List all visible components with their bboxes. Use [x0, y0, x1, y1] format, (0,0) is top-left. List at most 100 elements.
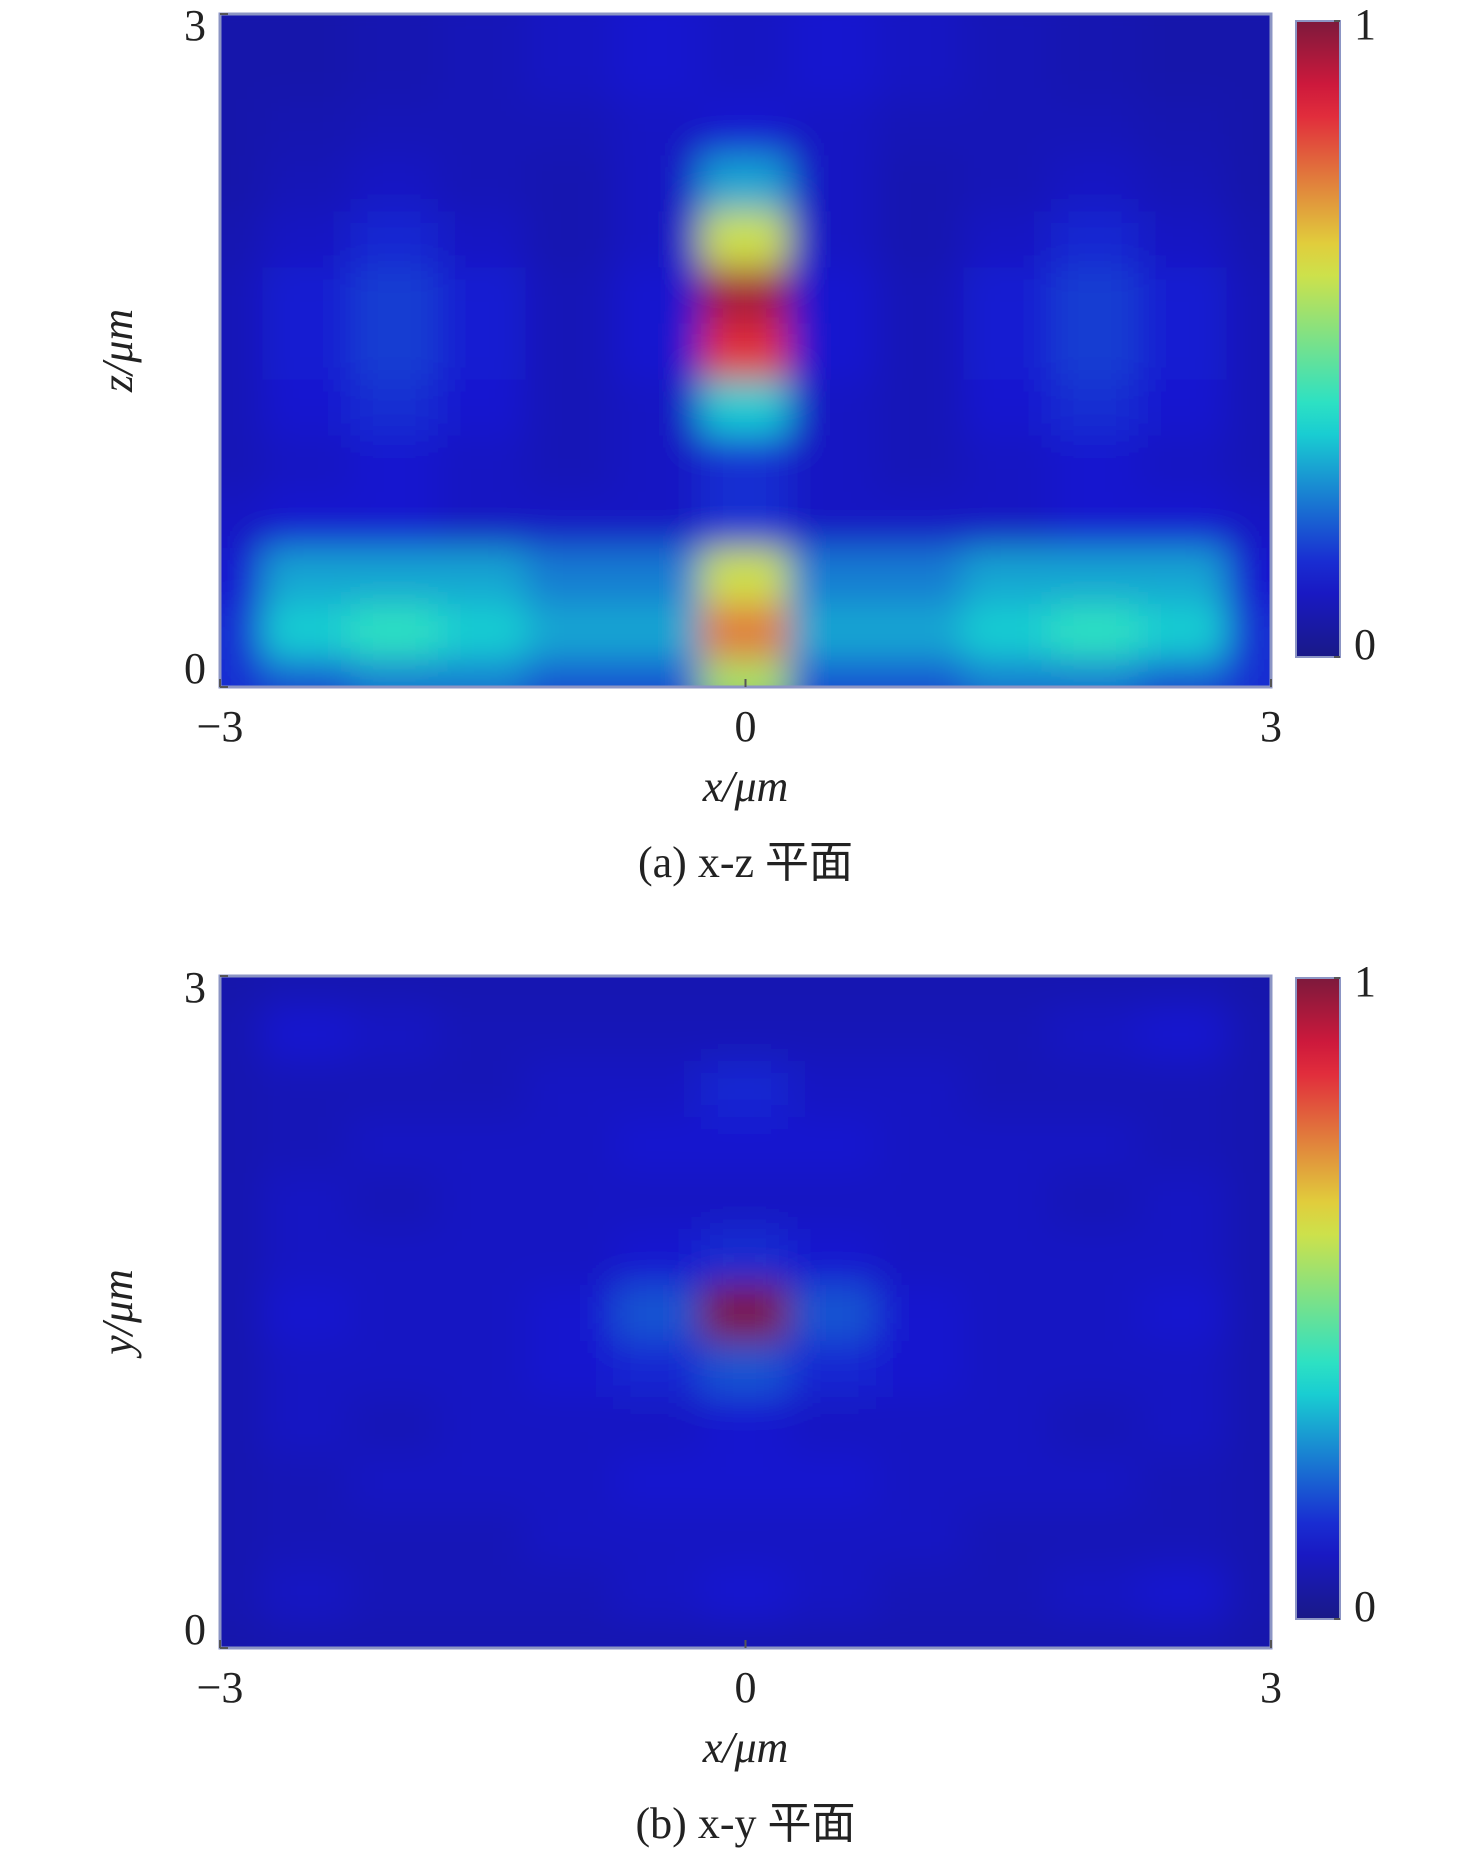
y-axis-label: y/μm — [93, 1269, 142, 1359]
heat-cell — [700, 97, 791, 156]
heat-cell — [525, 1283, 616, 1341]
heat-cell — [525, 321, 616, 380]
y-tick-label: 0 — [184, 1605, 206, 1654]
heat-cell — [437, 601, 528, 660]
heat-cell — [350, 1619, 440, 1648]
heat-cell — [1138, 545, 1229, 604]
heat-cell — [1138, 153, 1229, 212]
x-tick-label: 0 — [735, 702, 757, 751]
heat-cell — [220, 209, 265, 268]
heat-cell — [963, 153, 1054, 212]
heat-cell — [1051, 321, 1141, 380]
heat-cell — [700, 1451, 791, 1509]
heat-cell — [1138, 1395, 1229, 1453]
heat-cell — [437, 209, 528, 268]
heat-cell — [262, 1059, 353, 1117]
colorbar-tick-label: 1 — [1354, 0, 1376, 49]
heat-cell — [875, 153, 966, 212]
heat-cell — [1051, 545, 1141, 604]
heat-cell — [525, 1059, 616, 1117]
y-tick-label: 3 — [184, 963, 206, 1012]
heat-cell — [220, 1451, 265, 1509]
heat-cell — [875, 1227, 966, 1285]
heat-cell — [963, 377, 1054, 436]
heat-cell — [1138, 14, 1229, 44]
heat-cell — [963, 489, 1054, 548]
heat-cell — [1226, 601, 1271, 660]
heat-cell — [875, 41, 966, 100]
heat-cell — [437, 1451, 528, 1509]
heat-cell — [700, 1563, 791, 1621]
heat-cell — [350, 265, 440, 324]
y-tick-label: 0 — [184, 644, 206, 693]
heat-cell — [350, 14, 440, 44]
heat-cell — [1226, 1619, 1271, 1648]
heat-cell — [788, 601, 878, 660]
heat-cell — [525, 489, 616, 548]
heat-cell — [1138, 1115, 1229, 1173]
heat-cell — [1226, 1171, 1271, 1229]
heat-cell — [220, 1171, 265, 1229]
heat-cell — [1051, 153, 1141, 212]
heat-cell — [1138, 41, 1229, 100]
heat-cell — [1226, 657, 1271, 687]
heat-cell — [788, 1059, 878, 1117]
heat-cell — [525, 1563, 616, 1621]
heat-cell — [350, 976, 440, 1005]
heat-cell — [220, 976, 265, 1005]
heat-cell — [220, 601, 265, 660]
x-tick-label: −3 — [197, 702, 244, 751]
heat-cell — [1226, 377, 1271, 436]
heat-cell — [350, 1563, 440, 1621]
heat-cell — [875, 1171, 966, 1229]
heat-cell — [1226, 97, 1271, 156]
heat-cell — [1138, 321, 1229, 380]
heat-cell — [1138, 209, 1229, 268]
heat-cell — [1051, 1339, 1141, 1397]
heat-cell — [262, 1227, 353, 1285]
heat-cell — [1138, 657, 1229, 687]
heat-cell — [788, 1283, 878, 1341]
heat-cell — [350, 321, 440, 380]
heat-cell — [262, 1171, 353, 1229]
heat-cell — [963, 1619, 1054, 1648]
heat-cell — [963, 1507, 1054, 1565]
heat-cell — [1051, 97, 1141, 156]
heat-cell — [875, 1507, 966, 1565]
heat-cell — [350, 1003, 440, 1061]
heat-cell — [1051, 209, 1141, 268]
heat-cell — [525, 377, 616, 436]
heat-cell — [788, 209, 878, 268]
heat-cell — [220, 377, 265, 436]
heat-cell — [1138, 601, 1229, 660]
heat-cell — [963, 1003, 1054, 1061]
heat-cell — [1226, 14, 1271, 44]
heat-cell — [1226, 976, 1271, 1005]
heat-cell — [1051, 1563, 1141, 1621]
heat-cell — [963, 97, 1054, 156]
heat-cell — [1051, 1619, 1141, 1648]
heat-cell — [613, 1563, 703, 1621]
heat-cell — [613, 489, 703, 548]
heat-cell — [1226, 1563, 1271, 1621]
heat-cell — [1226, 1507, 1271, 1565]
heat-cell — [613, 377, 703, 436]
heat-cell — [1051, 657, 1141, 687]
heat-cell — [525, 1115, 616, 1173]
heat-cell — [525, 14, 616, 44]
heat-cell — [1226, 41, 1271, 100]
heat-cell — [1226, 1003, 1271, 1061]
heat-cell — [1051, 1227, 1141, 1285]
heat-cell — [437, 1563, 528, 1621]
colorbar — [1295, 977, 1341, 1620]
heat-cell — [963, 1227, 1054, 1285]
x-tick-label: 3 — [1260, 702, 1282, 751]
heat-cell — [700, 377, 791, 436]
heat-cell — [262, 1451, 353, 1509]
heat-cell — [613, 1003, 703, 1061]
heat-cell — [1051, 14, 1141, 44]
heat-cell — [437, 1115, 528, 1173]
heat-cell — [262, 433, 353, 492]
heat-cell — [1138, 1003, 1229, 1061]
